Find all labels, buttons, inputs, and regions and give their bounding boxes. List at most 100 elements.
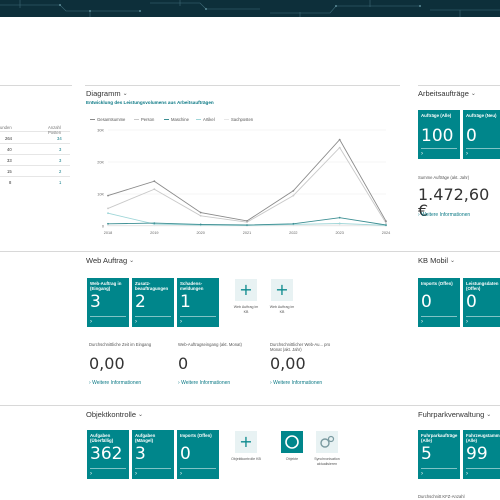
data-point[interactable] xyxy=(385,220,387,223)
legend-item[interactable]: Sachposten xyxy=(224,117,253,122)
more-info-link[interactable]: › Weitere Informationen xyxy=(89,380,142,386)
add-web-auftrag-button[interactable]: + xyxy=(271,279,293,301)
legend-item[interactable]: Maschine xyxy=(164,117,189,122)
section-title-kb-mobil[interactable]: KB Mobil ⌄ xyxy=(418,256,455,265)
chevron-right-icon[interactable]: › xyxy=(90,319,92,325)
data-point[interactable] xyxy=(292,189,295,192)
data-point[interactable] xyxy=(107,194,109,197)
data-point[interactable] xyxy=(246,224,248,226)
tile-web-auftrag-eingang[interactable]: Web-Auftrag in (Eingang) 3 › xyxy=(87,278,129,327)
section-title-diagramm[interactable]: Diagramm ⌄ xyxy=(86,89,128,98)
section-title-objektkontrolle[interactable]: Objektkontrolle ⌄ xyxy=(86,410,143,419)
chevron-right-icon[interactable]: › xyxy=(466,151,468,157)
x-tick-label: 2023 xyxy=(335,231,343,235)
data-point[interactable] xyxy=(292,194,295,197)
list-item[interactable]: 15 2 xyxy=(0,166,70,177)
x-tick-label: 2024 xyxy=(382,231,390,235)
list-value[interactable]: 3 xyxy=(59,147,62,152)
section-title-fuhrpark[interactable]: Fuhrparkverwaltung ⌄ xyxy=(418,410,491,419)
tile-auftraege-alle[interactable]: Aufträge (Alle) 100 › xyxy=(418,110,460,159)
chevron-down-icon[interactable]: ⌄ xyxy=(129,258,135,264)
chevron-down-icon[interactable]: ⌄ xyxy=(138,412,144,418)
tile-label: Schadens-meldungen xyxy=(180,281,204,291)
data-point[interactable] xyxy=(338,138,341,141)
tile-objekt-imports[interactable]: Imports (Offen) 0 › xyxy=(177,430,219,479)
data-point[interactable] xyxy=(246,219,248,222)
tile-value: 0 xyxy=(180,444,191,464)
chevron-right-icon[interactable]: › xyxy=(421,319,423,325)
chevron-right-icon[interactable]: › xyxy=(421,471,423,477)
add-web-auftrag-button[interactable]: + xyxy=(235,279,257,301)
list-value[interactable]: 2 xyxy=(59,169,62,174)
chevron-right-icon[interactable]: › xyxy=(180,319,182,325)
list-value: 8 xyxy=(9,180,12,185)
data-point[interactable] xyxy=(338,222,341,225)
chevron-down-icon[interactable]: ⌄ xyxy=(470,91,476,97)
data-point[interactable] xyxy=(107,224,109,227)
data-point[interactable] xyxy=(199,211,202,214)
x-tick-label: 2018 xyxy=(104,231,112,235)
tile-divider xyxy=(421,148,457,149)
tile-aufgaben-maengel[interactable]: Aufgaben (Mängel) 3 › xyxy=(132,430,174,479)
list-item[interactable]: 8 1 xyxy=(0,177,70,188)
tile-auftraege-neu[interactable]: Aufträge (Neu) 0 › xyxy=(463,110,500,159)
data-point[interactable] xyxy=(199,223,202,226)
tile-value: 1 xyxy=(180,292,191,312)
list-item[interactable]: 264 34 xyxy=(0,133,70,144)
chevron-right-icon[interactable]: › xyxy=(90,471,92,477)
chevron-right-icon[interactable]: › xyxy=(421,151,423,157)
data-point[interactable] xyxy=(107,207,109,210)
more-info-link[interactable]: › Weitere Informationen xyxy=(178,380,231,386)
tile-zusatzbeauftragungen[interactable]: Zusatz-beauftragungen 2 › xyxy=(132,278,174,327)
tile-kb-leistungsdaten[interactable]: Leistungsdaten (Offen) 0 › xyxy=(463,278,500,327)
section-title-web-auftrag[interactable]: Web Auftrag ⌄ xyxy=(86,256,134,265)
list-value[interactable]: 3 xyxy=(59,158,62,163)
chevron-right-icon[interactable]: › xyxy=(135,319,137,325)
series-line-gesamtsumme[interactable] xyxy=(107,138,387,222)
data-point[interactable] xyxy=(385,224,387,226)
list-value[interactable]: 1 xyxy=(59,180,62,185)
series-line-person[interactable] xyxy=(107,146,387,224)
tile-fahrzeugstamm[interactable]: Fahrzeugstamm (Alle) 99 › xyxy=(463,430,500,479)
more-info-link[interactable]: › Weitere Informationen xyxy=(418,212,471,218)
chevron-right-icon[interactable]: › xyxy=(135,471,137,477)
legend-item[interactable]: Person xyxy=(134,117,154,122)
list-item[interactable]: 40 3 xyxy=(0,144,70,155)
chevron-right-icon[interactable]: › xyxy=(180,471,182,477)
data-point[interactable] xyxy=(199,214,202,217)
chevron-right-icon[interactable]: › xyxy=(466,471,468,477)
data-point[interactable] xyxy=(153,188,156,191)
data-point[interactable] xyxy=(338,146,341,149)
data-point[interactable] xyxy=(338,216,341,219)
header-banner xyxy=(0,0,500,17)
list-value[interactable]: 34 xyxy=(57,136,62,141)
data-point[interactable] xyxy=(107,212,109,215)
data-point[interactable] xyxy=(107,222,109,225)
legend-item[interactable]: Gesamtsumme xyxy=(90,117,125,122)
tile-fuhrparkauftraege[interactable]: Fuhrparkaufträge (Alle) 5 › xyxy=(418,430,460,479)
data-point[interactable] xyxy=(385,222,387,225)
list-item[interactable]: 33 3 xyxy=(0,155,70,166)
legend-item[interactable]: Artikel xyxy=(196,117,215,122)
tile-kb-imports[interactable]: Imports (Offen) 0 › xyxy=(418,278,460,327)
data-point[interactable] xyxy=(153,180,156,183)
data-point[interactable] xyxy=(153,222,156,225)
data-point[interactable] xyxy=(292,222,295,225)
data-point[interactable] xyxy=(246,221,248,224)
objekte-button[interactable] xyxy=(281,431,303,453)
tile-aufgaben-ueberfaellig[interactable]: Aufgaben (Überfällig) 362 › xyxy=(87,430,129,479)
chevron-right-icon[interactable]: › xyxy=(466,319,468,325)
chevron-down-icon[interactable]: ⌄ xyxy=(450,258,456,264)
data-point[interactable] xyxy=(153,224,156,227)
chevron-down-icon[interactable]: ⌄ xyxy=(486,412,492,418)
separator xyxy=(0,405,500,406)
data-point[interactable] xyxy=(338,224,341,226)
section-title-arbeitsauftraege[interactable]: Arbeitsaufträge ⌄ xyxy=(418,89,476,98)
chevron-down-icon[interactable]: ⌄ xyxy=(122,91,128,97)
more-info-link[interactable]: › Weitere Informationen xyxy=(270,380,323,386)
action-label: Synchronisation aktualisieren xyxy=(314,457,340,466)
add-objektkontrolle-button[interactable]: + xyxy=(235,431,257,453)
y-tick-label: 30K xyxy=(97,128,104,132)
tile-schadensmeldungen[interactable]: Schadens-meldungen 1 › xyxy=(177,278,219,327)
synchronisation-button[interactable] xyxy=(316,431,338,453)
